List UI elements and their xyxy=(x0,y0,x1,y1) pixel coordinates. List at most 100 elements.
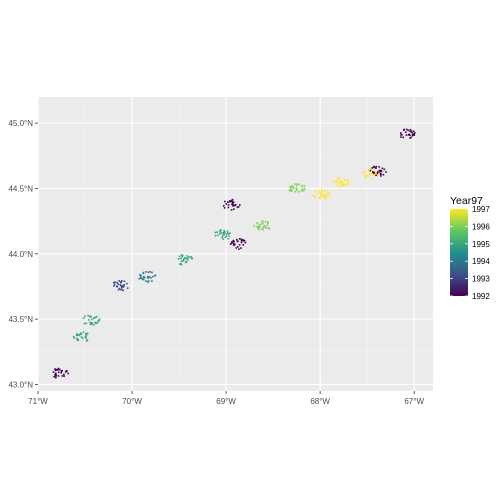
x-tick-label: 68°W xyxy=(310,397,330,406)
survey-point xyxy=(320,190,323,193)
survey-point xyxy=(240,247,242,249)
survey-point xyxy=(85,340,88,342)
survey-point xyxy=(58,371,60,374)
survey-point xyxy=(227,204,230,206)
survey-point xyxy=(145,271,147,273)
survey-point xyxy=(149,271,151,273)
survey-point xyxy=(324,194,327,197)
survey-point xyxy=(146,276,149,278)
survey-point xyxy=(372,168,375,170)
survey-point xyxy=(374,174,376,176)
survey-point xyxy=(55,373,57,376)
survey-point xyxy=(220,232,223,234)
survey-point xyxy=(147,280,150,282)
survey-point xyxy=(371,167,373,169)
survey-point xyxy=(232,203,234,205)
survey-point xyxy=(237,206,240,208)
survey-point xyxy=(85,337,87,340)
survey-point xyxy=(244,241,247,244)
survey-point xyxy=(380,172,382,175)
survey-point xyxy=(301,185,303,187)
survey-point xyxy=(321,189,323,191)
survey-point xyxy=(303,185,306,187)
survey-point xyxy=(341,184,343,187)
survey-point xyxy=(64,371,67,373)
survey-point xyxy=(227,201,229,203)
survey-point xyxy=(139,274,141,276)
survey-point xyxy=(56,369,58,371)
survey-point xyxy=(190,257,193,260)
survey-point xyxy=(236,206,239,209)
legend-title: Year97 xyxy=(450,195,483,207)
survey-point xyxy=(180,257,182,260)
survey-point xyxy=(403,128,406,131)
survey-point xyxy=(232,201,235,203)
x-axis: 71°W 70°W 69°W 68°W 67°W xyxy=(28,391,424,406)
survey-point xyxy=(412,130,415,132)
survey-point xyxy=(409,128,412,131)
survey-point xyxy=(98,319,100,322)
survey-point xyxy=(54,368,56,370)
survey-point xyxy=(405,134,408,136)
survey-point xyxy=(78,333,81,336)
survey-point xyxy=(326,191,329,193)
survey-point xyxy=(113,283,116,286)
survey-point xyxy=(122,289,124,291)
survey-point xyxy=(410,130,413,132)
survey-point xyxy=(223,232,226,234)
survey-point xyxy=(256,221,258,224)
survey-point xyxy=(373,172,375,175)
survey-point xyxy=(117,288,120,291)
survey-point xyxy=(55,375,57,377)
survey-point xyxy=(337,177,339,179)
legend-ticks: 1997 1996 1995 1994 1993 1992 xyxy=(450,205,490,301)
survey-point xyxy=(401,133,403,136)
survey-point xyxy=(264,226,267,229)
survey-point xyxy=(267,221,269,223)
survey-point xyxy=(400,134,402,136)
survey-point xyxy=(214,235,217,237)
survey-point xyxy=(150,277,152,279)
survey-point xyxy=(147,277,149,279)
survey-point xyxy=(373,165,375,168)
survey-point xyxy=(140,274,142,277)
survey-point xyxy=(61,370,63,372)
survey-point xyxy=(411,133,414,136)
y-tick-label: 45.0°N xyxy=(8,119,33,128)
survey-point xyxy=(339,177,341,179)
survey-point xyxy=(326,193,328,195)
survey-point xyxy=(314,196,316,198)
survey-point xyxy=(126,282,128,285)
survey-point xyxy=(236,238,238,241)
x-tick-label: 69°W xyxy=(216,397,236,406)
survey-point xyxy=(92,317,95,319)
survey-point xyxy=(372,174,374,176)
survey-point xyxy=(116,282,119,284)
survey-point xyxy=(219,231,221,233)
survey-point xyxy=(223,233,225,236)
survey-point xyxy=(377,170,379,172)
survey-point xyxy=(87,314,89,317)
survey-point xyxy=(140,277,142,279)
survey-point xyxy=(120,281,122,283)
survey-point xyxy=(113,285,115,287)
survey-point xyxy=(292,186,294,188)
survey-point xyxy=(233,208,235,210)
survey-point xyxy=(226,230,229,233)
survey-point xyxy=(262,229,264,231)
survey-point xyxy=(367,168,370,171)
survey-point xyxy=(80,333,83,335)
survey-point xyxy=(178,255,181,258)
survey-point xyxy=(370,172,373,175)
x-tick-label: 70°W xyxy=(122,397,142,406)
survey-point xyxy=(257,227,260,229)
survey-point xyxy=(261,228,263,230)
legend-tick-label: 1994 xyxy=(472,257,490,266)
survey-point xyxy=(377,174,379,176)
survey-point xyxy=(411,134,414,137)
survey-point xyxy=(227,232,229,234)
survey-point xyxy=(66,370,68,372)
survey-point xyxy=(217,234,219,237)
survey-point xyxy=(400,132,402,134)
